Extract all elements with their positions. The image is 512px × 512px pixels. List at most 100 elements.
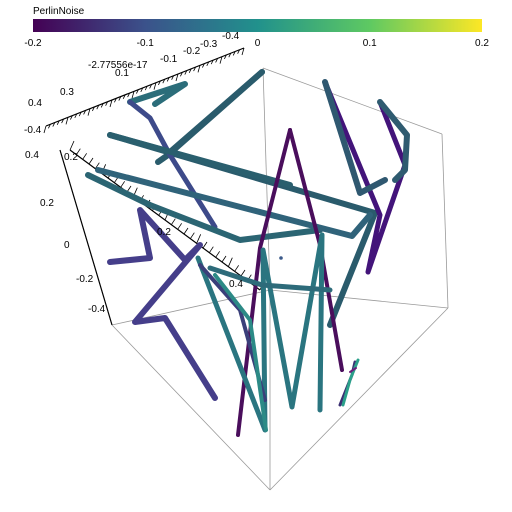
axis-tick: [100, 103, 104, 108]
axis-tick: [206, 61, 210, 67]
axis-tick: [171, 218, 176, 225]
axis-tick-label: -0.4: [24, 125, 42, 136]
axis-tick: [153, 82, 157, 90]
axis-tick: [232, 51, 236, 56]
axis-tick: [70, 115, 73, 120]
axis-tick: [109, 99, 113, 108]
axis-tick-label: 0.2: [40, 198, 54, 209]
axis-tick: [221, 255, 227, 263]
colorbar: [33, 19, 482, 32]
axis-tick: [88, 157, 94, 165]
axis-tick: [95, 162, 100, 169]
colorbar-tick-label: 0.2: [475, 38, 489, 49]
axis-tick: [196, 234, 202, 244]
axis-tick: [92, 106, 95, 112]
axis-tick: [193, 66, 196, 72]
axis-tick: [171, 75, 174, 80]
axis-tick-label: 0.2: [157, 227, 171, 238]
axis-tick-label: -0.4: [222, 31, 240, 42]
axis-tick: [83, 110, 86, 115]
axis-tick-label: 0: [64, 240, 70, 251]
tube-path-10: [322, 79, 408, 275]
axis-tick: [177, 223, 182, 230]
axis-tick: [61, 118, 64, 124]
axis-tick: [78, 111, 82, 117]
colorbar-tick-label: 0: [254, 38, 261, 49]
axis-tick: [175, 73, 179, 82]
axis-tick-label: 0.1: [115, 68, 129, 79]
axis-tick: [219, 56, 223, 64]
axis-tick: [69, 140, 75, 151]
axis-tick: [241, 47, 245, 56]
axis-tick: [228, 53, 232, 58]
axis-tick: [122, 94, 126, 99]
axis-tick: [184, 70, 188, 75]
tube-path-11: [377, 99, 410, 183]
axis-tick: [188, 68, 192, 73]
axis-tick: [82, 153, 87, 160]
axis-tick: [215, 251, 220, 258]
tube-path-9: [288, 128, 344, 372]
axis-tick: [209, 246, 214, 253]
axis-tick: [183, 227, 189, 235]
axis-tick: [215, 58, 218, 63]
tube-path-14: [195, 232, 325, 433]
tube-path-17: [213, 273, 268, 432]
tube-path-13: [107, 207, 218, 401]
tube-path-6: [85, 172, 323, 243]
axis-tick-label: -0.1: [160, 54, 178, 65]
axis-tick: [56, 120, 60, 125]
axis-tick-label: 0.4: [25, 150, 39, 161]
colorbar-tick-label: -0.2: [24, 38, 42, 49]
tube-path-12: [322, 79, 388, 196]
axis-tick-label: -2.77556e-17: [88, 60, 148, 71]
axis-tick: [120, 181, 125, 188]
axis-tick: [234, 265, 239, 272]
axis-tick: [158, 80, 161, 86]
axis-tick: [202, 63, 205, 68]
axis-tick: [87, 108, 91, 116]
axis-tick: [180, 72, 183, 77]
axis-tick: [65, 117, 69, 125]
axis-tick-label: 0.3: [60, 87, 74, 98]
tube-path-2: [127, 81, 188, 107]
axis-tick-label: 0.2: [64, 152, 78, 163]
axis-tick: [118, 96, 122, 101]
axis-tick-label: -0.2: [76, 274, 94, 285]
tube-path-5: [107, 132, 293, 188]
axis-tick-label: -0.4: [88, 304, 106, 315]
axis-tick: [149, 84, 152, 89]
axis-tick: [136, 89, 139, 94]
tube-path-7: [95, 167, 373, 239]
colorbar-tick-label: -0.1: [136, 38, 154, 49]
colorbar-title: PerlinNoise: [33, 6, 85, 17]
axis-tick: [76, 148, 81, 155]
axis-tick: [237, 49, 240, 54]
axis-tick-label: -0.3: [200, 39, 218, 50]
axis-ticks-top: [43, 47, 245, 134]
tube-lines: [85, 69, 410, 437]
axis-tick: [140, 87, 144, 93]
axis-tick: [105, 101, 108, 106]
axis-tick: [48, 124, 51, 129]
axis-tick: [166, 77, 170, 82]
axis-tick: [144, 85, 148, 91]
axis-tick: [227, 257, 233, 267]
tube-path-4: [127, 99, 218, 230]
axis-tick: [131, 91, 135, 99]
axis-tick: [43, 125, 47, 134]
axis-tick: [210, 59, 214, 65]
axis-tick-label: 0.4: [28, 98, 42, 109]
axis-tick: [74, 113, 78, 119]
center-marker: [279, 256, 283, 260]
axis-tick: [127, 92, 130, 98]
tube-path-19: [341, 358, 360, 407]
axis-ticks-center: [69, 140, 265, 291]
axis-tick-label: 0.4: [229, 279, 243, 290]
axis-tick: [240, 269, 246, 277]
axis-tick: [162, 79, 166, 84]
axis-tick-label: -0.2: [183, 46, 201, 57]
axis-tick: [114, 98, 117, 103]
axis-tick: [96, 105, 100, 110]
